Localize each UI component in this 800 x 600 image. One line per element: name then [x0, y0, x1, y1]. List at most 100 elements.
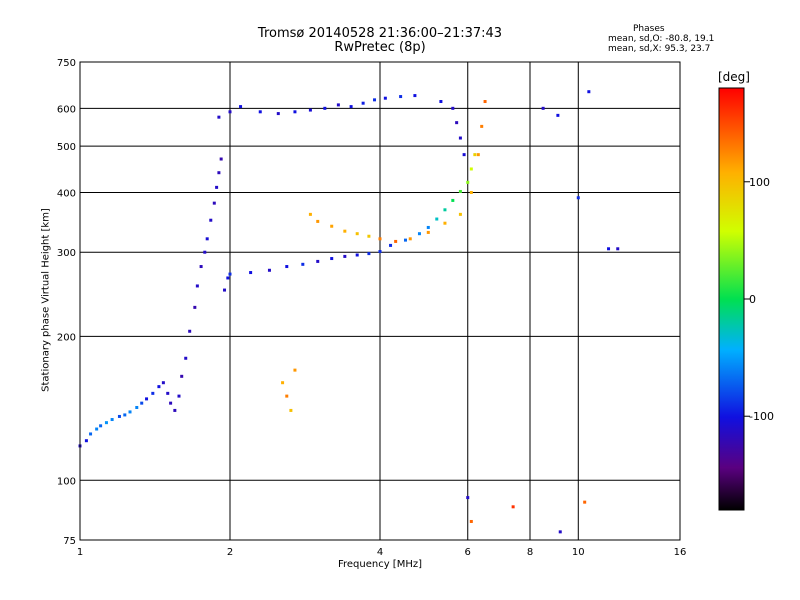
data-point	[99, 424, 103, 428]
data-point	[383, 96, 387, 100]
chart-title: Tromsø 20140528 21:36:00–21:37:43	[257, 26, 503, 41]
data-point	[323, 106, 327, 110]
data-point	[556, 113, 560, 117]
data-point	[285, 265, 289, 269]
data-point	[511, 505, 515, 509]
data-point	[576, 196, 580, 200]
data-point	[587, 90, 591, 94]
data-point	[226, 276, 230, 280]
x-axis-ticks: 1 2 4 6 8 10 16	[77, 547, 687, 558]
data-point	[458, 189, 462, 193]
data-point	[258, 110, 262, 114]
x-tick-label: 16	[674, 547, 687, 558]
data-point	[308, 212, 312, 216]
data-point	[195, 284, 199, 288]
data-point	[217, 115, 221, 119]
data-point	[389, 243, 393, 247]
data-point	[458, 136, 462, 140]
colorbar	[718, 87, 745, 511]
data-point	[417, 232, 421, 236]
data-points	[78, 90, 620, 534]
x-tick-label: 10	[572, 547, 585, 558]
x-tick-label: 1	[77, 547, 83, 558]
data-point	[435, 217, 439, 221]
data-point	[89, 432, 93, 436]
data-point	[330, 224, 334, 228]
plot-frame	[79, 61, 681, 541]
y-tick-label: 400	[57, 188, 76, 199]
data-point	[293, 368, 297, 372]
data-point	[469, 167, 473, 171]
data-point	[408, 237, 412, 241]
data-point	[184, 356, 188, 360]
y-tick-label: 500	[57, 142, 76, 153]
data-point	[188, 329, 192, 333]
data-point	[355, 232, 359, 236]
data-point	[558, 530, 562, 534]
data-point	[276, 112, 280, 116]
data-point	[193, 305, 197, 309]
colorbar-tick-label: 0	[749, 293, 756, 306]
data-point	[458, 212, 462, 216]
phases-x-stats: mean, sd,X: 95.3, 23.7	[608, 44, 711, 54]
data-point	[203, 250, 207, 254]
data-point	[301, 262, 305, 266]
y-tick-label: 100	[57, 476, 76, 487]
data-point	[281, 381, 285, 385]
data-point	[289, 408, 293, 412]
colorbar-unit-label: [deg]	[718, 70, 750, 84]
x-tick-label: 2	[227, 547, 233, 558]
data-point	[541, 106, 545, 110]
phases-title: Phases	[633, 24, 665, 34]
data-point	[84, 439, 88, 443]
data-point	[166, 391, 170, 395]
data-point	[451, 198, 455, 202]
data-point	[209, 218, 213, 222]
data-point	[367, 234, 371, 238]
data-point	[215, 185, 219, 189]
data-point	[355, 253, 359, 257]
data-point	[123, 413, 127, 417]
x-tick-label: 4	[377, 547, 383, 558]
data-point	[223, 288, 227, 292]
y-axis-ticks: 75 100 200 300 400 500 600 750	[57, 58, 76, 547]
data-point	[469, 190, 473, 194]
data-point	[95, 427, 99, 431]
data-point	[426, 225, 430, 229]
data-point	[373, 98, 377, 102]
data-point	[443, 208, 447, 212]
data-point	[228, 272, 232, 276]
data-point	[180, 374, 184, 378]
data-point	[199, 265, 203, 269]
data-point	[583, 500, 587, 504]
y-tick-label: 75	[63, 536, 76, 547]
data-point	[466, 180, 470, 184]
data-point	[316, 259, 320, 263]
data-point	[110, 418, 114, 422]
data-point	[367, 252, 371, 256]
data-point	[316, 219, 320, 223]
y-tick-label: 300	[57, 248, 76, 259]
data-point	[285, 394, 289, 398]
data-point	[169, 401, 173, 405]
data-point	[378, 250, 382, 254]
colorbar-ticks: 100 0 -100	[744, 176, 774, 423]
data-point	[135, 405, 139, 409]
data-point	[104, 421, 108, 425]
y-tick-label: 200	[57, 332, 76, 343]
data-point	[439, 100, 443, 104]
data-point	[177, 394, 181, 398]
data-point	[267, 268, 271, 272]
x-tick-label: 8	[527, 547, 533, 558]
data-point	[403, 238, 407, 242]
data-point	[607, 247, 611, 251]
data-point	[173, 408, 177, 412]
data-point	[205, 237, 209, 241]
data-point	[616, 247, 620, 251]
data-point	[473, 153, 477, 157]
phases-o-stats: mean, sd,O: -80.8, 19.1	[608, 34, 715, 44]
data-point	[443, 221, 447, 225]
data-point	[426, 230, 430, 234]
data-point	[308, 108, 312, 112]
